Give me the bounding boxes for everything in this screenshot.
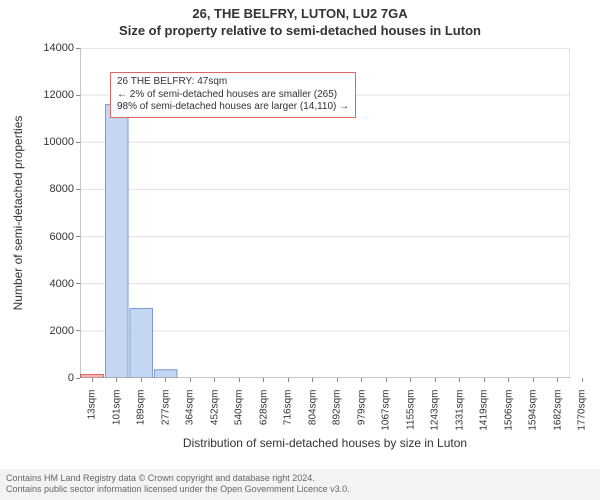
footer-attribution: Contains HM Land Registry data © Crown c…	[0, 469, 600, 500]
x-tick-label: 892sqm	[332, 390, 343, 426]
x-tick-label: 452sqm	[209, 390, 220, 426]
title-line-2: Size of property relative to semi-detach…	[0, 23, 600, 40]
title-line-1: 26, THE BELFRY, LUTON, LU2 7GA	[0, 6, 600, 23]
y-tick-label: 2000	[34, 325, 74, 337]
y-tick-label: 8000	[34, 183, 74, 195]
callout-line: ← 2% of semi-detached houses are smaller…	[117, 89, 349, 102]
y-tick-label: 14000	[34, 42, 74, 54]
x-tick-label: 1155sqm	[405, 390, 416, 430]
y-tick-label: 10000	[34, 136, 74, 148]
x-tick-label: 13sqm	[87, 390, 98, 420]
x-tick-label: 716sqm	[283, 390, 294, 426]
footer-line-2: Contains public sector information licen…	[6, 484, 594, 496]
y-tick-label: 12000	[34, 89, 74, 101]
y-tick-label: 6000	[34, 231, 74, 243]
title-block: 26, THE BELFRY, LUTON, LU2 7GA Size of p…	[0, 6, 600, 40]
x-tick-label: 1419sqm	[479, 390, 490, 431]
x-tick-label: 1243sqm	[430, 390, 441, 431]
x-tick-label: 628sqm	[258, 390, 269, 426]
x-tick-label: 540sqm	[234, 390, 245, 426]
x-tick-label: 277sqm	[160, 390, 171, 426]
x-tick-label: 979sqm	[356, 390, 367, 426]
x-tick-label: 189sqm	[136, 390, 147, 426]
x-tick-label: 1067sqm	[381, 390, 392, 431]
x-tick-label: 1506sqm	[503, 390, 514, 431]
x-tick-label: 364sqm	[185, 390, 196, 426]
chart-container: 26, THE BELFRY, LUTON, LU2 7GA Size of p…	[0, 0, 600, 500]
y-tick-label: 0	[34, 372, 74, 384]
x-axis-title: Distribution of semi-detached houses by …	[183, 436, 467, 450]
footer-line-1: Contains HM Land Registry data © Crown c…	[6, 473, 594, 485]
callout-line: 98% of semi-detached houses are larger (…	[117, 101, 349, 114]
x-tick-label: 804sqm	[307, 390, 318, 426]
callout-box: 26 THE BELFRY: 47sqm← 2% of semi-detache…	[110, 72, 356, 118]
callout-line: 26 THE BELFRY: 47sqm	[117, 76, 349, 89]
y-axis-title: Number of semi-detached properties	[11, 116, 25, 311]
x-tick-label: 101sqm	[111, 390, 122, 426]
y-tick-label: 4000	[34, 278, 74, 290]
x-tick-label: 1331sqm	[454, 390, 465, 431]
x-tick-label: 1594sqm	[528, 390, 539, 431]
x-tick-label: 1682sqm	[552, 390, 563, 431]
x-tick-label: 1770sqm	[577, 390, 588, 431]
